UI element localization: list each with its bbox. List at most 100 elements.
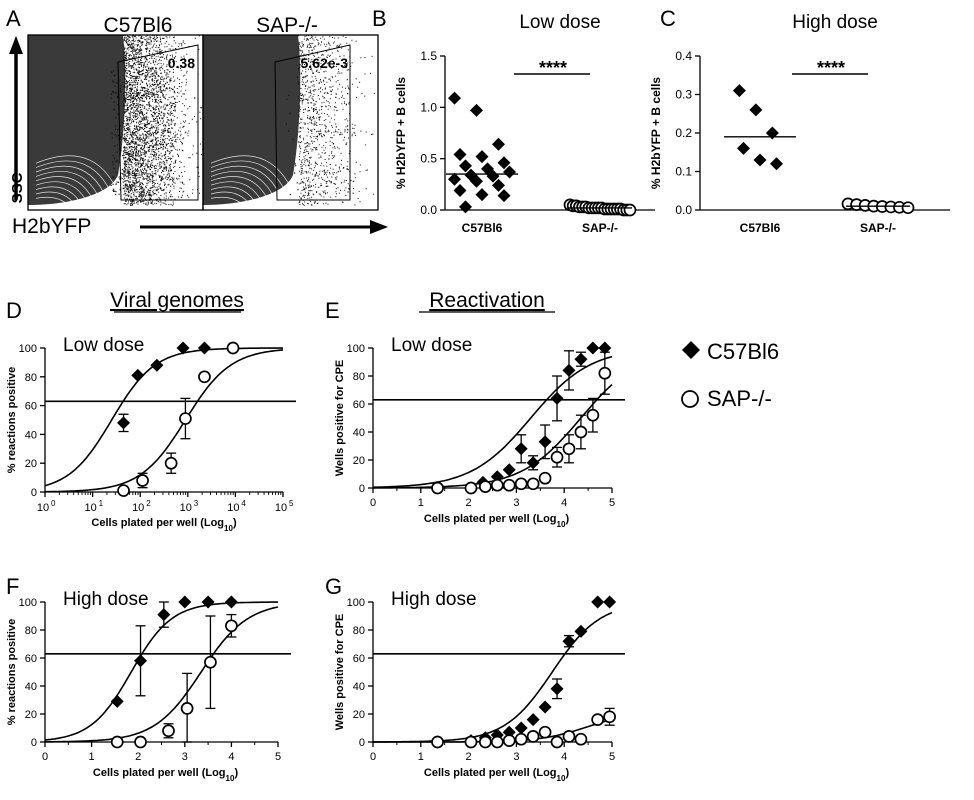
- data-point: [526, 730, 540, 743]
- y-axis-label: % reactions positive: [6, 367, 18, 473]
- category-label: SAP-/-: [582, 221, 618, 235]
- data-point: [574, 352, 588, 366]
- flow-contour: [210, 160, 292, 206]
- y-tick-label: 100: [19, 597, 37, 609]
- flow-label-c57bl6: C57Bl6: [104, 14, 173, 37]
- data-point: [550, 391, 564, 405]
- data-point: [586, 408, 600, 422]
- data-point: [598, 341, 612, 355]
- y-tick-label: 0.4: [675, 49, 692, 63]
- x-tick-exponent: 0: [51, 499, 56, 508]
- data-point: [157, 608, 171, 622]
- x-tick-label: 2: [466, 497, 472, 509]
- chart-title: Low dose: [63, 335, 144, 356]
- flow-contour: [35, 160, 117, 206]
- x-tick-label: 10: [84, 502, 96, 514]
- x-tick-label: 2: [466, 751, 472, 763]
- data-point: [110, 694, 124, 708]
- data-point: [204, 655, 217, 669]
- data-point: [225, 619, 238, 633]
- data-point: [538, 700, 552, 714]
- legend-marker-sap: [681, 390, 699, 408]
- data-point: [150, 358, 164, 372]
- data-point: [538, 435, 552, 449]
- data-point: [591, 595, 605, 609]
- data-point: [623, 203, 637, 217]
- y-tick-label: 0.3: [675, 88, 692, 102]
- x-tick-exponent: 1: [99, 499, 104, 508]
- x-axis-label-sub: 10: [226, 774, 235, 783]
- x-tick-exponent: 3: [194, 499, 199, 508]
- x-tick-label: 4: [228, 751, 234, 763]
- y-axis-label: Wells positive for CPE: [334, 614, 346, 731]
- data-point: [526, 713, 540, 727]
- data-point: [497, 189, 511, 203]
- y-tick-label: 1.0: [420, 100, 437, 114]
- flow-events-sap: [203, 35, 378, 206]
- data-point: [591, 713, 605, 726]
- x-tick-label: 5: [609, 497, 615, 509]
- x-tick-label: 3: [513, 751, 519, 763]
- data-point: [448, 91, 461, 105]
- y-tick-label: 80: [353, 625, 365, 637]
- x-tick-label: 1: [89, 751, 95, 763]
- x-tick-label: 1: [418, 751, 424, 763]
- data-point: [117, 484, 130, 497]
- x-tick-label: 3: [182, 751, 188, 763]
- y-tick-label: 0.5: [420, 152, 437, 166]
- x-tick-label: 10: [227, 502, 239, 514]
- panel-letter-b: B: [372, 6, 387, 31]
- x-tick-label: 1: [418, 497, 424, 509]
- flow-gate-value-sap: 5.62e-3: [301, 55, 349, 71]
- data-point: [562, 442, 576, 456]
- flow-contour: [210, 186, 258, 206]
- data-point: [538, 471, 552, 485]
- data-point: [550, 682, 564, 696]
- data-point: [603, 595, 617, 609]
- data-point: [136, 474, 149, 487]
- data-point: [901, 201, 915, 215]
- data-point: [598, 366, 612, 380]
- data-point: [490, 735, 504, 749]
- y-tick-label: 0: [359, 737, 365, 749]
- ssc-label: SSC: [9, 172, 26, 203]
- data-point: [562, 634, 576, 648]
- legend-marker-c57bl6: [682, 341, 700, 359]
- y-tick-label: 0: [359, 483, 365, 495]
- panel-letter-d: D: [6, 298, 22, 323]
- data-point: [503, 165, 516, 179]
- flow-contour: [210, 170, 278, 206]
- x-tick-label: 4: [561, 497, 567, 509]
- y-tick-label: 40: [353, 427, 365, 439]
- data-point: [459, 200, 472, 214]
- y-axis-label: % H2bYFP + B cells: [394, 77, 408, 189]
- y-tick-label: 60: [25, 401, 37, 413]
- data-point: [475, 150, 489, 164]
- y-tick-label: 100: [19, 343, 37, 355]
- x-axis-label: Cells plated per well (Log10): [91, 517, 237, 533]
- data-point: [134, 735, 147, 749]
- data-point: [550, 735, 564, 749]
- data-point: [179, 412, 192, 425]
- x-tick-label: 3: [513, 497, 519, 509]
- x-tick-label: 5: [609, 751, 615, 763]
- data-point: [459, 159, 472, 173]
- fit-curve: [45, 606, 279, 743]
- data-point: [502, 734, 516, 747]
- flow-contour: [35, 155, 123, 206]
- x-tick-label: 10: [180, 502, 192, 514]
- legend-label-c57bl6: C57Bl6: [707, 339, 779, 364]
- data-point: [574, 624, 588, 638]
- data-point: [550, 450, 564, 464]
- x-tick-label: 0: [42, 751, 48, 763]
- flow-contour: [210, 181, 264, 206]
- data-point: [453, 183, 467, 197]
- x-tick-label: 0: [370, 751, 376, 763]
- ssc-arrow-head: [9, 36, 23, 54]
- data-point: [464, 481, 478, 495]
- data-point: [448, 172, 461, 186]
- section-title-viral-genomes: Viral genomes: [110, 289, 244, 312]
- x-tick-label: 10: [132, 502, 144, 514]
- y-tick-label: 20: [353, 455, 365, 467]
